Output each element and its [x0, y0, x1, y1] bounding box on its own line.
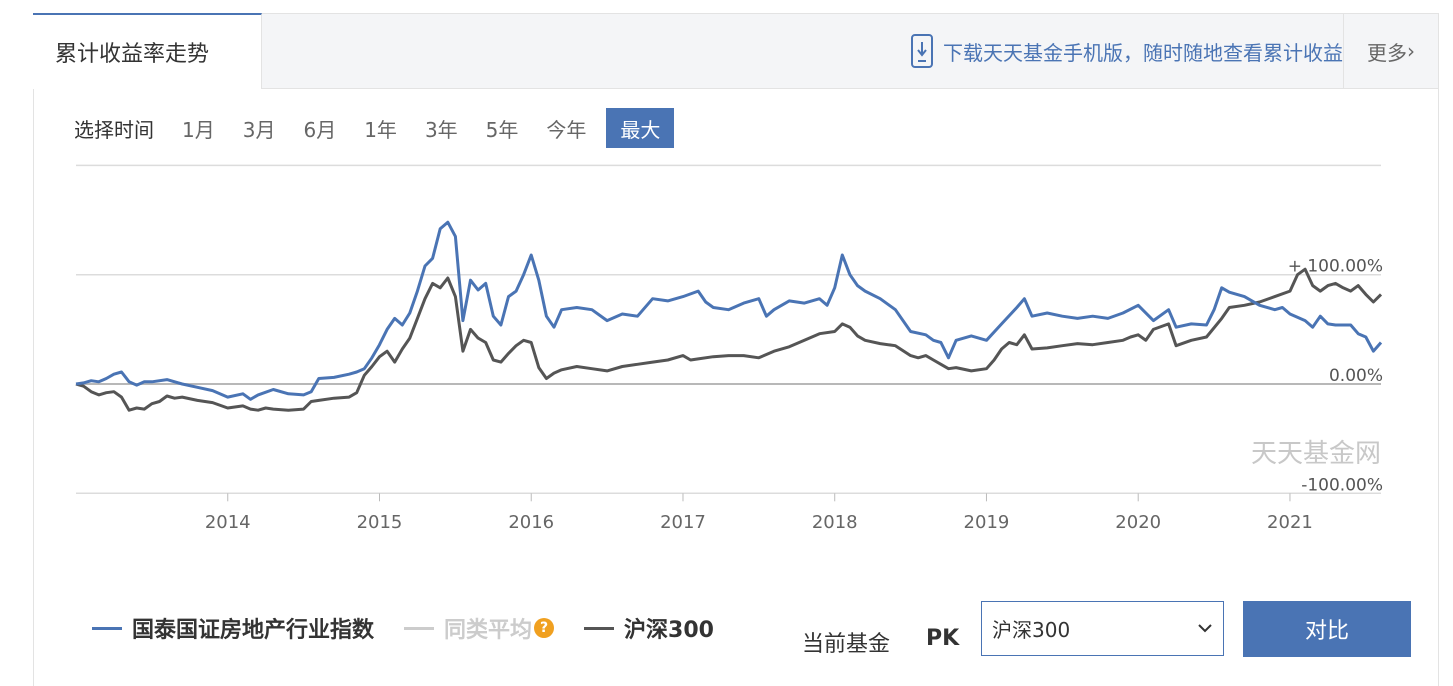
- x-tick-label: 2019: [964, 512, 1010, 533]
- more-label: 更多: [1367, 40, 1407, 65]
- legend-label-fund: 国泰国证房地产行业指数: [132, 618, 375, 643]
- legend-label-category-avg: 同类平均: [444, 618, 533, 643]
- time-option-5y[interactable]: 5年: [485, 117, 519, 142]
- more-link[interactable]: 更多 ›: [1343, 14, 1438, 88]
- series-lines: [75, 220, 1383, 412]
- compare-button[interactable]: 对比: [1243, 601, 1411, 657]
- series-line-fund: [75, 220, 1383, 401]
- x-tick-label: 2014: [205, 512, 251, 533]
- x-tick-labels: 2014 2015 2016 2017 2018 2019 2020 2021: [205, 493, 1313, 533]
- y-tick-label: -100.00%: [1301, 475, 1383, 495]
- current-fund-label: 当前基金: [802, 632, 891, 657]
- x-tick-label: 2017: [660, 512, 706, 533]
- y-tick-labels: + 100.00% 0.00% -100.00%: [1288, 257, 1383, 496]
- compare-index-select[interactable]: 沪深300: [981, 601, 1224, 656]
- pk-label: PK: [926, 626, 960, 651]
- time-option-3m[interactable]: 3月: [242, 117, 276, 142]
- series-line-csi300: [75, 267, 1383, 412]
- tab-title: 累计收益率走势: [55, 42, 210, 67]
- legend-swatch-category-avg: [404, 626, 435, 630]
- help-question-icon[interactable]: ?: [534, 618, 555, 638]
- download-text: 下载天天基金手机版，随时随地查看累计收益: [943, 40, 1343, 65]
- time-option-3y[interactable]: 3年: [424, 117, 458, 142]
- fund-chart-panel: 累计收益率走势 下载天天基金手机版，随时随地查看累计收益 更多 › 选择时间 1…: [33, 13, 1439, 686]
- x-tick-label: 2020: [1115, 512, 1161, 533]
- legend-item-csi300[interactable]: 沪深300: [584, 612, 714, 644]
- compare-button-label: 对比: [1304, 619, 1349, 644]
- legend-swatch-csi300: [584, 626, 615, 630]
- mobile-phone-icon: [911, 34, 933, 68]
- time-range-label: 选择时间: [74, 117, 154, 142]
- y-tick-label: + 100.00%: [1288, 257, 1383, 277]
- compare-index-value: 沪深300: [992, 618, 1071, 642]
- time-option-1m[interactable]: 1月: [182, 117, 215, 142]
- legend-label-csi300: 沪深300: [624, 618, 714, 643]
- tab-bar: 累计收益率走势 下载天天基金手机版，随时随地查看累计收益 更多 ›: [33, 13, 1438, 89]
- legend-swatch-fund: [92, 626, 122, 630]
- chevron-right-icon: ›: [1407, 39, 1415, 63]
- legend-item-fund[interactable]: 国泰国证房地产行业指数: [92, 612, 374, 644]
- chart-legend: 国泰国证房地产行业指数 同类平均 ? 沪深300: [92, 612, 744, 644]
- x-tick-label: 2021: [1267, 512, 1313, 533]
- time-option-6m[interactable]: 6月: [303, 117, 337, 142]
- time-option-1y[interactable]: 1年: [364, 117, 397, 142]
- x-tick-label: 2018: [812, 512, 858, 533]
- chart-gridlines: [76, 164, 1381, 495]
- chevron-down-icon: [1198, 624, 1212, 633]
- download-app-link[interactable]: 下载天天基金手机版，随时随地查看累计收益: [911, 14, 1343, 88]
- time-option-ytd[interactable]: 今年: [546, 117, 587, 142]
- y-tick-label: 0.00%: [1329, 366, 1383, 386]
- watermark: 天天基金网: [1251, 439, 1381, 469]
- time-range-selector: 选择时间 1月 3月 6月 1年 3年 5年 今年 最大: [74, 107, 675, 149]
- time-option-max[interactable]: 最大: [606, 108, 675, 148]
- tab-cumulative-return[interactable]: 累计收益率走势: [33, 13, 262, 89]
- legend-item-category-avg[interactable]: 同类平均 ?: [404, 612, 555, 644]
- return-line-chart: 天天基金网 + 100.00%0.00%-100.00% 2014 2015 201…: [75, 164, 1383, 533]
- x-tick-label: 2015: [357, 512, 403, 533]
- x-tick-label: 2016: [508, 512, 554, 533]
